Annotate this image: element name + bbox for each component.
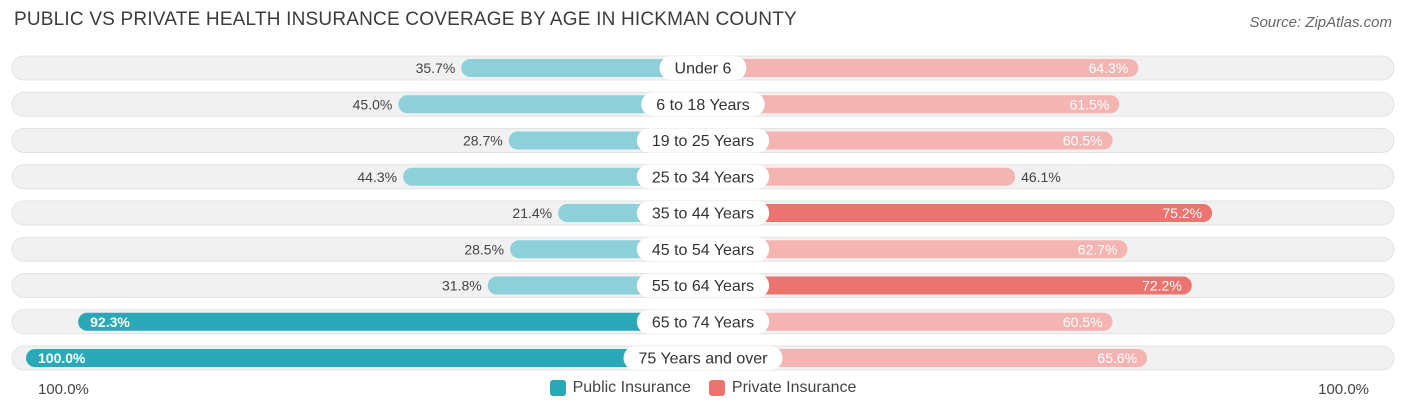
public-value-label: 44.3% — [357, 169, 397, 185]
chart-row: 100.0% 65.6% 75 Years and over — [11, 345, 1395, 371]
public-value-label: 28.5% — [464, 241, 504, 257]
private-bar[interactable] — [703, 312, 1113, 331]
public-value-label: 92.3% — [90, 314, 130, 330]
chart-row: 28.5% 62.7% 45 to 54 Years — [11, 236, 1395, 262]
private-bar[interactable] — [703, 240, 1128, 259]
private-bar[interactable] — [703, 131, 1113, 150]
category-pill — [636, 309, 770, 334]
public-value-label: 28.7% — [463, 133, 503, 149]
private-bar[interactable] — [703, 167, 1016, 186]
category-label: 35 to 44 Years — [652, 206, 754, 223]
public-bar[interactable] — [26, 349, 703, 367]
private-value-label: 46.1% — [1021, 169, 1061, 185]
legend: Public Insurance Private Insurance — [0, 379, 1406, 397]
chart-row: 92.3% 60.5% 65 to 74 Years — [11, 309, 1395, 335]
private-bar[interactable] — [703, 349, 1148, 367]
private-value-label: 65.6% — [1097, 350, 1137, 366]
category-pill — [636, 273, 770, 298]
chart-row: 45.0% 61.5% 6 to 18 Years — [11, 91, 1395, 117]
category-pill — [636, 128, 770, 153]
public-value-label: 35.7% — [416, 60, 456, 76]
legend-label-private: Private Insurance — [731, 379, 857, 396]
private-value-label: 60.5% — [1063, 133, 1103, 149]
private-bar[interactable] — [703, 59, 1139, 77]
category-pill — [623, 346, 783, 370]
legend-item-private[interactable]: Private Insurance — [708, 379, 857, 397]
chart-row: 35.7% 64.3% Under 6 — [11, 55, 1395, 81]
private-value-label: 75.2% — [1162, 205, 1202, 221]
legend-swatch-public — [549, 380, 566, 396]
chart-title: PUBLIC VS PRIVATE HEALTH INSURANCE COVER… — [14, 9, 797, 30]
private-bar[interactable] — [703, 276, 1192, 295]
category-label: 19 to 25 Years — [652, 133, 754, 150]
source-credit: Source: ZipAtlas.com — [1249, 14, 1392, 31]
axis-right-label: 100.0% — [1318, 381, 1369, 398]
public-bar[interactable] — [461, 59, 703, 77]
category-label: 75 Years and over — [639, 351, 769, 368]
private-value-label: 72.2% — [1142, 278, 1182, 294]
private-value-label: 60.5% — [1063, 314, 1103, 330]
category-label: 45 to 54 Years — [652, 242, 754, 259]
public-bar[interactable] — [398, 95, 703, 114]
legend-item-public[interactable]: Public Insurance — [549, 379, 691, 397]
chart-row: 44.3% 46.1% 25 to 34 Years — [11, 164, 1395, 190]
private-bar[interactable] — [703, 95, 1120, 114]
category-pill — [636, 237, 770, 262]
public-bar[interactable] — [78, 312, 703, 331]
category-pill — [636, 201, 770, 225]
chart-plot: 35.7% 64.3% Under 6 45.0% 61.5% 6 to 18 Years… — [11, 55, 1395, 371]
private-value-label: 61.5% — [1070, 96, 1110, 112]
private-bar[interactable] — [703, 204, 1213, 222]
private-value-label: 64.3% — [1089, 60, 1129, 76]
axis-left-label: 100.0% — [38, 381, 89, 398]
category-pill — [636, 164, 770, 189]
category-label: 55 to 64 Years — [652, 278, 754, 295]
public-value-label: 31.8% — [442, 278, 482, 294]
private-value-label: 62.7% — [1078, 241, 1118, 257]
legend-swatch-private — [708, 380, 725, 396]
legend-label-public: Public Insurance — [572, 379, 691, 396]
category-label: 65 to 74 Years — [652, 314, 754, 331]
public-value-label: 100.0% — [38, 350, 86, 366]
chart-row: 31.8% 72.2% 55 to 64 Years — [11, 273, 1395, 298]
category-pill — [659, 56, 747, 80]
category-label: 6 to 18 Years — [656, 97, 749, 114]
category-pill — [641, 92, 765, 117]
category-label: Under 6 — [675, 61, 732, 78]
public-bar[interactable] — [403, 167, 703, 186]
public-value-label: 45.0% — [353, 96, 393, 112]
chart-row: 21.4% 75.2% 35 to 44 Years — [11, 200, 1395, 226]
public-value-label: 21.4% — [512, 205, 552, 221]
category-label: 25 to 34 Years — [652, 169, 754, 186]
chart-row: 28.7% 60.5% 19 to 25 Years — [11, 128, 1395, 153]
